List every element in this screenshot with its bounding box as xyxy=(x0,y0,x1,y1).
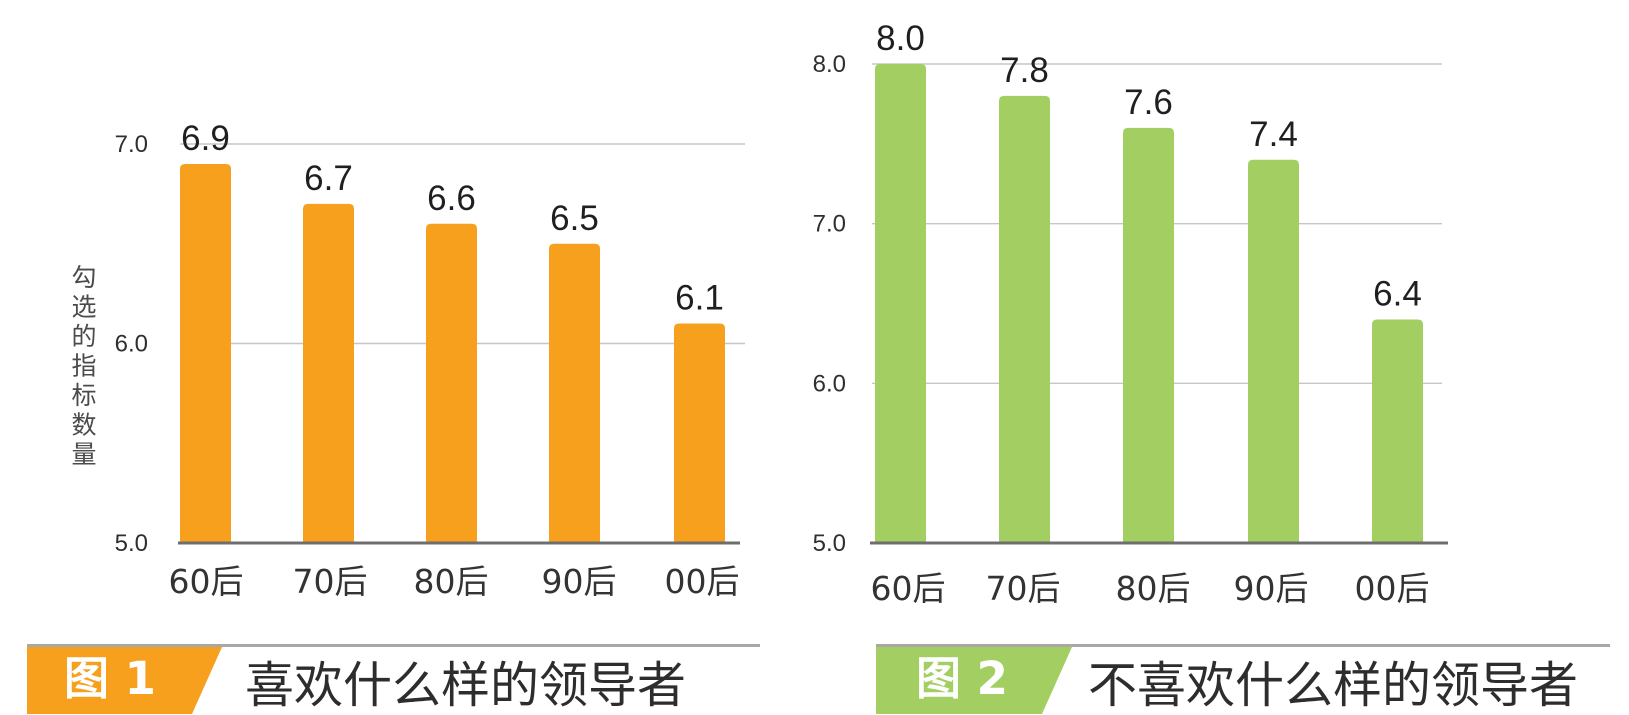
x-tick-label: 00后 xyxy=(1355,569,1430,608)
data-label: 7.6 xyxy=(1124,83,1173,122)
y-axis-label-char: 量 xyxy=(71,440,96,469)
y-axis-label-char: 数 xyxy=(71,411,96,440)
y-tick-label: 6.0 xyxy=(115,331,148,358)
data-label: 6.1 xyxy=(675,279,724,318)
bar-00后 xyxy=(674,323,725,543)
y-tick-label: 5.0 xyxy=(813,530,846,557)
bar-60后 xyxy=(875,64,926,543)
x-tick-label: 70后 xyxy=(293,562,368,601)
y-tick-label: 5.0 xyxy=(115,530,148,557)
bar-80后 xyxy=(426,223,477,544)
data-label: 6.6 xyxy=(427,179,476,218)
y-tick-label: 6.0 xyxy=(813,370,846,397)
chart-title: 不喜欢什么样的领导者 xyxy=(1088,657,1578,714)
figure-tag: 图 1 xyxy=(64,652,156,705)
x-tick-label: 70后 xyxy=(986,569,1061,608)
y-tick-label: 8.0 xyxy=(813,51,846,78)
chart-title: 喜欢什么样的领导者 xyxy=(245,657,686,714)
figure-tag-badge xyxy=(876,647,1072,714)
x-tick-label: 80后 xyxy=(1116,569,1191,608)
x-tick-label: 60后 xyxy=(871,569,946,608)
y-axis-label-char: 指 xyxy=(71,352,96,381)
y-tick-label: 7.0 xyxy=(115,131,148,158)
figure-tag: 图 2 xyxy=(916,652,1008,705)
bar-90后 xyxy=(1248,159,1299,544)
bar-70后 xyxy=(303,203,354,543)
bar-00后 xyxy=(1372,319,1423,543)
data-label: 6.5 xyxy=(550,199,599,238)
y-axis-label-char: 勾 xyxy=(71,263,96,292)
x-tick-label: 90后 xyxy=(542,562,617,601)
figure-tag-badge xyxy=(27,647,222,714)
x-tick-label: 00后 xyxy=(665,562,740,601)
y-axis-label-char: 的 xyxy=(71,322,96,351)
data-label: 8.0 xyxy=(876,19,925,58)
data-label: 6.9 xyxy=(181,119,230,158)
y-axis-label-char: 选 xyxy=(71,293,96,322)
data-label: 7.8 xyxy=(1000,51,1049,90)
x-tick-label: 80后 xyxy=(414,562,489,601)
bar-70后 xyxy=(999,95,1050,543)
bar-80后 xyxy=(1123,127,1174,543)
x-tick-label: 90后 xyxy=(1234,569,1309,608)
y-axis-label-char: 标 xyxy=(71,381,96,410)
bar-90后 xyxy=(549,243,600,543)
data-label: 6.4 xyxy=(1373,274,1422,313)
x-tick-label: 60后 xyxy=(169,562,244,601)
y-tick-label: 7.0 xyxy=(813,211,846,238)
chart-2: 5.0 6.0 7.0 8.0 8.0 60后 7.8 70后 7.6 80后 7.4 90后 6.4 0… xyxy=(813,19,1610,714)
data-label: 7.4 xyxy=(1249,115,1298,154)
bar-60后 xyxy=(180,163,231,543)
data-label: 6.7 xyxy=(304,159,353,198)
chart-1: 5.0 6.0 7.0 6.9 60后 6.7 70后 6.6 80后 6.5 90后 6.1 00后 勾… xyxy=(27,119,760,714)
